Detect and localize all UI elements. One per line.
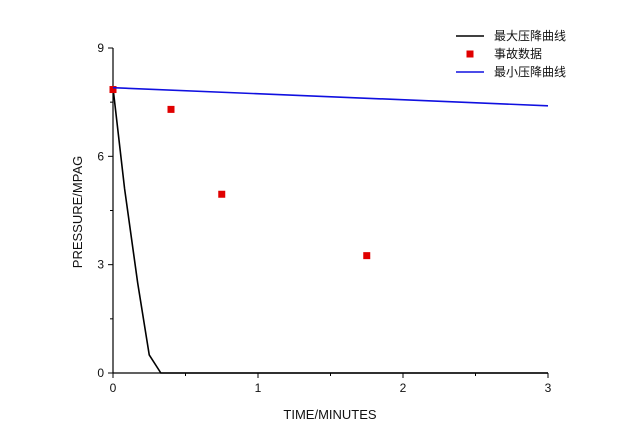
x-axis-title: TIME/MINUTES <box>283 407 376 422</box>
legend-label: 最大压降曲线 <box>494 29 566 43</box>
axes: 0 1 2 3 0 3 6 9 <box>97 41 551 395</box>
series-layer <box>109 86 549 374</box>
x-tick-label: 0 <box>110 381 117 395</box>
data-point <box>363 252 371 260</box>
data-point <box>218 190 226 198</box>
series-line-1 <box>112 87 548 374</box>
y-tick-label: 6 <box>97 149 104 163</box>
x-tick-label: 3 <box>545 381 552 395</box>
x-tick-label: 1 <box>255 381 262 395</box>
y-tick-label: 0 <box>97 366 104 380</box>
y-tick-label: 9 <box>97 41 104 55</box>
data-point <box>167 105 175 113</box>
legend-swatch-marker <box>466 50 474 58</box>
series-line-3 <box>112 86 549 107</box>
y-axis-title: PRESSURE/MPAG <box>70 156 85 268</box>
legend-label: 最小压降曲线 <box>494 65 566 79</box>
data-point <box>109 86 117 94</box>
y-tick-label: 3 <box>97 258 104 272</box>
legend-label: 事故数据 <box>494 46 542 61</box>
x-tick-label: 2 <box>400 381 407 395</box>
